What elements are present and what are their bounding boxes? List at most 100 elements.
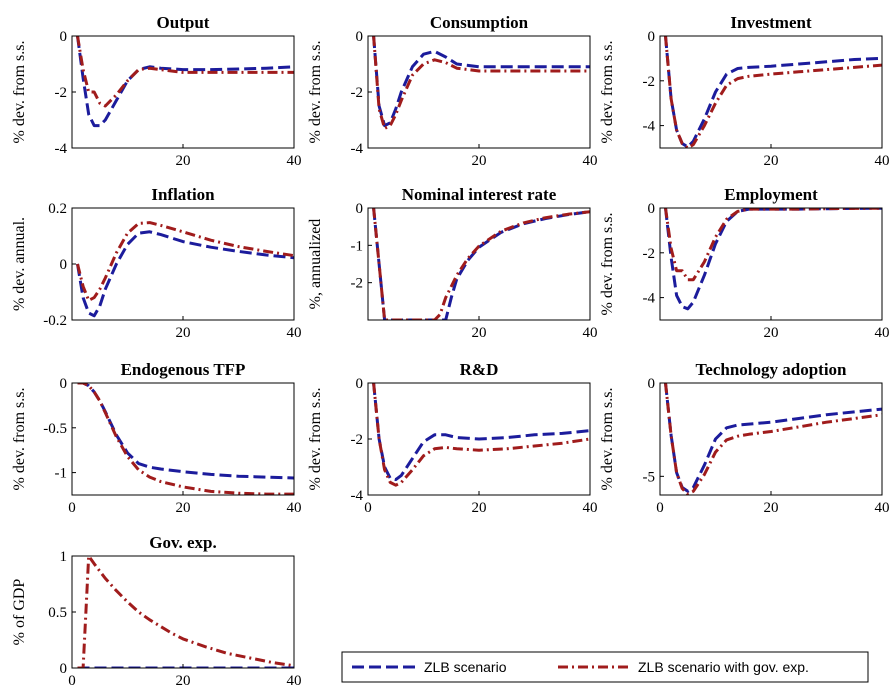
- y-tick-label: 0: [60, 661, 68, 677]
- plot-frame: [71, 35, 295, 149]
- y-tick-label: -2: [55, 85, 68, 101]
- x-tick-label: 0: [68, 673, 76, 689]
- y-tick-label: -1: [351, 238, 364, 254]
- y-tick-label: -2: [643, 74, 656, 90]
- y-tick-label: 0.2: [48, 201, 67, 217]
- series-line-zlb: [664, 36, 882, 148]
- x-tick-label: 20: [472, 325, 487, 341]
- plot-frame: [71, 207, 295, 321]
- y-axis-label: % dev. from s.s.: [599, 213, 616, 316]
- plot-frame: [367, 207, 591, 321]
- y-tick-label: 0.5: [48, 605, 67, 621]
- x-tick-label: 20: [472, 153, 487, 169]
- y-axis-label: % dev. from s.s.: [599, 388, 616, 491]
- panel-title: Investment: [730, 13, 812, 32]
- x-tick-label: 0: [68, 500, 76, 516]
- x-tick-label: 20: [176, 153, 191, 169]
- series-line-zlb-gov: [76, 221, 294, 302]
- y-tick-label: 0: [648, 376, 656, 392]
- y-axis-label: % dev. annual.: [11, 217, 28, 311]
- y-tick-label: 0: [60, 376, 68, 392]
- panel-inflation: Inflation % dev. annual. 20 40 0.2 0 -0.2: [11, 185, 302, 341]
- plot-frame: [659, 207, 883, 321]
- x-tick-label: 20: [764, 153, 779, 169]
- y-tick-label: 0: [356, 29, 364, 45]
- legend-label-zlb: ZLB scenario: [424, 659, 507, 675]
- x-tick-label: 40: [583, 325, 598, 341]
- series-line-zlb: [77, 383, 294, 480]
- panel-title: Endogenous TFP: [121, 360, 246, 379]
- y-tick-label: -2: [643, 246, 656, 262]
- x-tick-label: 20: [176, 500, 191, 516]
- x-tick-label: 40: [875, 153, 890, 169]
- series-line-zlb-gov: [76, 36, 294, 108]
- panel-title: Employment: [724, 185, 818, 204]
- y-tick-label: 0: [356, 376, 364, 392]
- panel-title: Consumption: [430, 13, 529, 32]
- y-tick-label: -2: [351, 276, 364, 292]
- panel-technology-adoption: Technology adoption % dev. from s.s. 0 20 40…: [599, 360, 890, 516]
- x-tick-label: 40: [875, 325, 890, 341]
- y-tick-label: 0: [648, 29, 656, 45]
- panel-title: R&D: [460, 360, 499, 379]
- y-axis-label: % of GDP: [11, 579, 28, 646]
- y-axis-label: %, annualized: [307, 219, 324, 310]
- panel-title: Technology adoption: [696, 360, 848, 379]
- panel-output: Output % dev. from s.s. 20 40 0 -2 -4: [11, 13, 302, 169]
- series-line-zlb-gov: [664, 36, 882, 148]
- y-tick-label: -2: [351, 85, 364, 101]
- panel-r-d: R&D % dev. from s.s. 0 20 40 0 -2 -4: [307, 360, 598, 516]
- legend: ZLB scenario ZLB scenario with gov. exp.: [341, 651, 869, 683]
- x-tick-label: 40: [583, 500, 598, 516]
- x-tick-label: 40: [287, 673, 302, 689]
- y-axis-label: % dev. from s.s.: [307, 388, 324, 491]
- y-axis-label: % dev. from s.s.: [599, 41, 616, 144]
- series-line-zlb: [76, 36, 294, 128]
- series-line-zlb: [372, 383, 590, 482]
- series-line-zlb: [664, 383, 882, 493]
- x-tick-label: 20: [472, 500, 487, 516]
- x-tick-label: 0: [364, 500, 372, 516]
- y-tick-label: -4: [55, 141, 68, 157]
- plot-frame: [71, 555, 295, 669]
- x-tick-label: 20: [764, 325, 779, 341]
- y-tick-label: -4: [643, 291, 656, 307]
- panel-investment: Investment % dev. from s.s. 20 40 0 -2 -4: [599, 13, 890, 169]
- panel-nominal-interest-rate: Nominal interest rate %, annualized 20 40 0 -…: [307, 185, 598, 341]
- series-line-zlb: [76, 230, 294, 318]
- panel-employment: Employment % dev. from s.s. 20 40 0 -2 -4: [599, 185, 890, 341]
- y-axis-label: % dev. from s.s.: [307, 41, 324, 144]
- series-line-zlb-gov: [77, 383, 294, 495]
- x-tick-label: 40: [875, 500, 890, 516]
- y-axis-label: % dev. from s.s.: [11, 41, 28, 144]
- y-tick-label: -4: [351, 488, 364, 504]
- panel-title: Output: [157, 13, 210, 32]
- x-tick-label: 20: [764, 500, 779, 516]
- panel-endogenous-tfp: Endogenous TFP % dev. from s.s. 0 20 40 0 -0.5…: [11, 360, 302, 516]
- y-tick-label: -0.2: [43, 313, 67, 329]
- series-line-zlb-gov: [664, 383, 882, 495]
- y-tick-label: -5: [643, 469, 656, 485]
- series-line-zlb: [372, 36, 590, 128]
- x-tick-label: 20: [176, 325, 191, 341]
- y-tick-label: -4: [351, 141, 364, 157]
- series-line-zlb-gov: [77, 556, 294, 668]
- series-line-zlb: [664, 208, 882, 311]
- x-tick-label: 40: [287, 153, 302, 169]
- y-tick-label: -2: [351, 432, 364, 448]
- y-tick-label: 0: [60, 257, 68, 273]
- y-tick-label: -1: [55, 466, 68, 482]
- plot-frame: [659, 35, 883, 149]
- panel-title: Nominal interest rate: [402, 185, 557, 204]
- y-tick-label: 1: [60, 549, 68, 565]
- x-tick-label: 0: [656, 500, 664, 516]
- x-tick-label: 40: [287, 325, 302, 341]
- y-axis-label: % dev. from s.s.: [11, 388, 28, 491]
- series-line-zlb: [372, 208, 590, 320]
- series-line-zlb-gov: [372, 208, 590, 320]
- y-tick-label: -4: [643, 119, 656, 135]
- x-tick-label: 20: [176, 673, 191, 689]
- panel-title: Gov. exp.: [149, 533, 217, 552]
- x-tick-label: 40: [287, 500, 302, 516]
